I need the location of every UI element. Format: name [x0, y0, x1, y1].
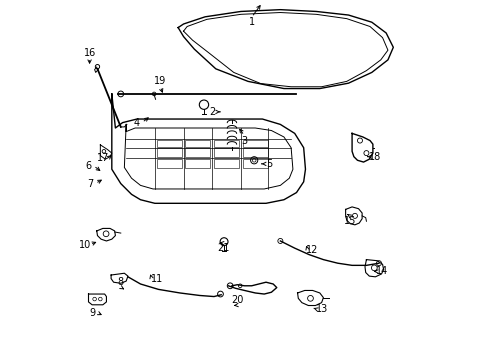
Text: 20: 20: [231, 295, 243, 305]
Text: 1: 1: [248, 17, 254, 27]
Text: 15: 15: [344, 216, 356, 226]
Bar: [185, 159, 210, 168]
Text: 21: 21: [216, 243, 229, 253]
Text: 9: 9: [89, 308, 95, 318]
Text: 10: 10: [79, 239, 91, 249]
Bar: [242, 148, 267, 157]
Bar: [214, 148, 239, 157]
Text: 6: 6: [85, 161, 91, 171]
Text: 4: 4: [134, 118, 140, 128]
Bar: [242, 159, 267, 168]
Text: 11: 11: [150, 274, 163, 284]
Text: 18: 18: [368, 152, 381, 162]
Text: 2: 2: [209, 107, 215, 117]
Text: 12: 12: [306, 245, 318, 255]
Bar: [156, 140, 182, 147]
Bar: [214, 159, 239, 168]
Text: 16: 16: [83, 48, 96, 58]
Text: 5: 5: [266, 159, 272, 169]
Bar: [185, 140, 210, 147]
Bar: [156, 148, 182, 157]
Text: 17: 17: [97, 153, 109, 163]
Bar: [242, 140, 267, 147]
Text: 8: 8: [118, 277, 123, 287]
Text: 13: 13: [315, 304, 327, 314]
Bar: [156, 159, 182, 168]
Text: 14: 14: [376, 266, 388, 276]
Bar: [214, 140, 239, 147]
Text: 7: 7: [87, 179, 93, 189]
Bar: [185, 148, 210, 157]
Text: 3: 3: [241, 136, 247, 145]
Text: 19: 19: [154, 76, 166, 86]
